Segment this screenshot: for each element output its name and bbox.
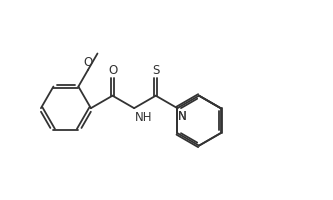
- Text: NH: NH: [135, 110, 153, 123]
- Text: N: N: [178, 110, 187, 123]
- Text: S: S: [152, 64, 160, 77]
- Text: N: N: [178, 110, 187, 123]
- Text: O: O: [83, 56, 93, 69]
- Text: O: O: [108, 64, 117, 77]
